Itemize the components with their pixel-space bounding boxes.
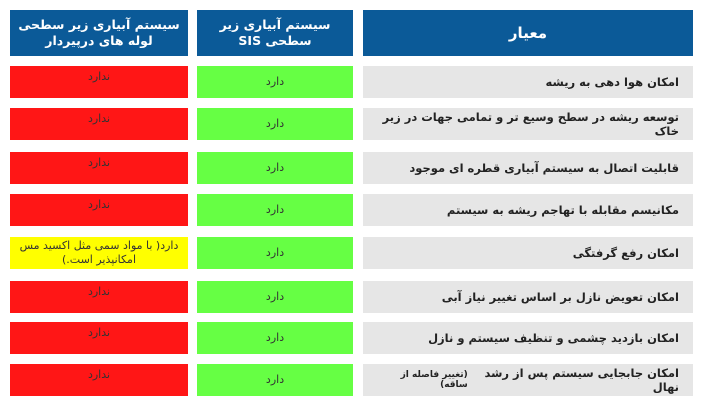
sis-cell: دارد bbox=[197, 237, 353, 269]
sis-cell: دارد bbox=[197, 194, 353, 226]
header-text: سیستم آبیاری زیر سطحی لوله های درپیردار bbox=[18, 17, 180, 48]
sis-text: دارد bbox=[265, 373, 285, 386]
criterion-cell: امکان جابجایی سیستم پس از رشد نهال (تغییر… bbox=[363, 364, 693, 396]
criterion-text: مکانیسم مقابله با تهاجم ریشه به سیستم bbox=[446, 203, 679, 217]
sis-cell: دارد bbox=[197, 152, 353, 184]
sis-text: دارد bbox=[265, 203, 285, 216]
sis-cell: دارد bbox=[197, 364, 353, 396]
criterion-cell: امکان هوا دهی به ریشه bbox=[363, 66, 693, 98]
pipe-text: ندارد bbox=[87, 70, 111, 83]
header-cell: معیار bbox=[363, 10, 693, 56]
criterion-text: امکان رفع گرفتگی bbox=[572, 246, 679, 260]
sis-cell: دارد bbox=[197, 66, 353, 98]
criterion-cell: امکان بازدید چشمی و تنظیف سیستم و نازل bbox=[363, 322, 693, 354]
criterion-text: امکان تعویض نازل بر اساس تغییر نیاز آبی bbox=[441, 290, 679, 304]
criterion-text: توسعه ریشه در سطح وسیع تر و تمامی جهات د… bbox=[382, 110, 679, 138]
criterion-text: امکان جابجایی سیستم پس از رشد نهال bbox=[484, 366, 679, 394]
sis-text: دارد bbox=[265, 117, 285, 130]
pipe-cell: ندارد bbox=[10, 66, 188, 98]
pipe-text: ندارد bbox=[87, 198, 111, 211]
pipe-cell: دارد( با مواد سمی مثل اکسید مس امکانپذیر… bbox=[10, 237, 188, 269]
sis-cell: دارد bbox=[197, 108, 353, 140]
pipe-cell: ندارد bbox=[10, 152, 188, 184]
criterion-cell: امکان تعویض نازل بر اساس تغییر نیاز آبی bbox=[363, 281, 693, 313]
sis-text: دارد bbox=[265, 331, 285, 344]
pipe-cell: ندارد bbox=[10, 281, 188, 313]
criterion-text: امکان بازدید چشمی و تنظیف سیستم و نازل bbox=[428, 331, 679, 345]
pipe-text: دارد( با مواد سمی مثل اکسید مس امکانپذیر… bbox=[19, 239, 179, 266]
pipe-cell: ندارد bbox=[10, 194, 188, 226]
criterion-cell: مکانیسم مقابله با تهاجم ریشه به سیستم bbox=[363, 194, 693, 226]
header-text: سیستم آبیاری زیر سطحی SIS bbox=[219, 17, 331, 48]
pipe-cell: ندارد bbox=[10, 322, 188, 354]
criterion-note: (تغییر فاصله از ساقه) bbox=[400, 370, 468, 390]
sis-text: دارد bbox=[265, 246, 285, 259]
criterion-cell: امکان رفع گرفتگی bbox=[363, 237, 693, 269]
pipe-text: ندارد bbox=[87, 156, 111, 169]
sis-text: دارد bbox=[265, 161, 285, 174]
pipe-text: ندارد bbox=[87, 368, 111, 381]
pipe-text: ندارد bbox=[87, 285, 111, 298]
header-cell: سیستم آبیاری زیر سطحی SIS bbox=[197, 10, 353, 56]
criterion-text: قابلیت اتصال به سیستم آبیاری قطره ای موج… bbox=[409, 161, 679, 175]
sis-cell: دارد bbox=[197, 322, 353, 354]
header-text: معیار bbox=[508, 24, 548, 42]
header-cell: سیستم آبیاری زیر سطحی لوله های درپیردار bbox=[10, 10, 188, 56]
criterion-cell: توسعه ریشه در سطح وسیع تر و تمامی جهات د… bbox=[363, 108, 693, 140]
criterion-text: امکان هوا دهی به ریشه bbox=[545, 75, 679, 89]
pipe-text: ندارد bbox=[87, 112, 111, 125]
pipe-cell: ندارد bbox=[10, 364, 188, 396]
criterion-cell: قابلیت اتصال به سیستم آبیاری قطره ای موج… bbox=[363, 152, 693, 184]
pipe-cell: ندارد bbox=[10, 108, 188, 140]
sis-text: دارد bbox=[265, 290, 285, 303]
sis-cell: دارد bbox=[197, 281, 353, 313]
pipe-text: ندارد bbox=[87, 326, 111, 339]
sis-text: دارد bbox=[265, 75, 285, 88]
